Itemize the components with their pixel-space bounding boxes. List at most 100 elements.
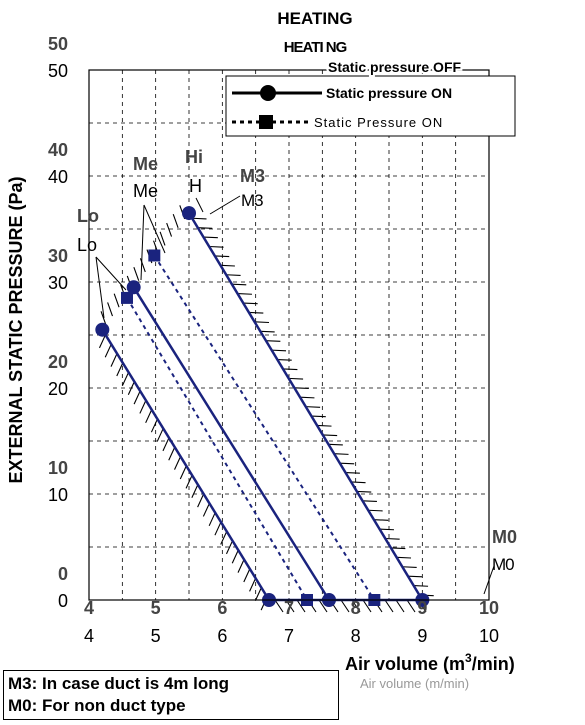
hatch-mark xyxy=(225,540,233,555)
x-tick-label: 7 xyxy=(284,626,294,646)
hatch-mark xyxy=(197,493,205,508)
series-lo_solid xyxy=(95,322,276,607)
hatch-mark xyxy=(174,456,182,470)
hatch-mark xyxy=(220,531,228,545)
series-lo_dotted xyxy=(121,291,313,606)
y-axis-label: EXTERNAL STATIC PRESSURE (Pa) xyxy=(6,176,26,483)
hatch-mark xyxy=(413,585,429,587)
hatch-mark xyxy=(356,490,372,493)
data-point-lo_dotted xyxy=(121,291,133,304)
m0-arrow xyxy=(483,565,495,595)
m3-label-bold: M3 xyxy=(240,166,265,186)
y-tick-label-bold: 30 xyxy=(48,246,68,266)
hatch-mark xyxy=(390,547,406,550)
hatch-mark xyxy=(150,418,158,433)
hatch-mark xyxy=(209,245,224,248)
y-tick-label-bold: 40 xyxy=(48,140,68,160)
hatch-mark xyxy=(139,258,146,273)
hi-arrow xyxy=(195,197,204,213)
hatch-mark xyxy=(116,362,124,377)
me-label: Me xyxy=(133,181,158,201)
hatch-mark xyxy=(362,500,377,503)
me-label-bold: Me xyxy=(133,154,158,174)
x-tick-label-bold: 9 xyxy=(417,598,427,618)
hatch-mark xyxy=(110,353,118,367)
hatch-mark xyxy=(351,481,366,484)
hatch-mark xyxy=(220,264,235,267)
x-tick-label: 6 xyxy=(217,626,227,646)
hatch-mark xyxy=(373,519,389,521)
hatch-mark xyxy=(288,377,304,380)
m3-label: M3 xyxy=(241,191,263,210)
hatch-mark xyxy=(139,400,147,414)
y-tick-label-bold: 20 xyxy=(48,352,68,372)
hatch-mark xyxy=(384,599,394,613)
series-me_solid xyxy=(126,280,336,607)
x-tick-label: 9 xyxy=(417,626,427,646)
hatch-mark xyxy=(191,484,199,498)
hatch-mark xyxy=(311,415,326,418)
legend: Static pressure OFF Static pressure ON S… xyxy=(225,57,516,137)
hatch-mark xyxy=(402,566,417,568)
hatch-mark xyxy=(271,349,287,352)
data-point-me_solid xyxy=(126,280,141,295)
hatch-mark xyxy=(407,575,423,578)
hatch-mark xyxy=(254,321,270,324)
legend-solid-label: Static pressure ON xyxy=(326,85,452,101)
x-tick-label: 10 xyxy=(479,626,499,646)
legend-header: Static pressure OFF xyxy=(328,59,461,75)
hatch-mark xyxy=(208,512,216,527)
series-me_dotted xyxy=(148,249,381,606)
hatch-mark xyxy=(294,387,309,389)
data-point-me_dotted xyxy=(148,249,161,262)
y-tick-label: 10 xyxy=(48,485,68,505)
x-tick-label-bold: 7 xyxy=(284,598,294,618)
hatch-mark xyxy=(113,293,120,308)
x-tick-label-bold: 8 xyxy=(351,598,361,618)
hatch-mark xyxy=(197,227,213,229)
hatch-mark xyxy=(339,462,355,465)
x-tick-label-bold: 4 xyxy=(84,598,94,618)
lo-arrow-1 xyxy=(95,256,105,319)
hatch-mark xyxy=(277,358,292,361)
hatch-mark xyxy=(104,343,112,358)
hatch-mark xyxy=(214,521,222,536)
series-layer xyxy=(95,206,430,607)
lo-label-bold: Lo xyxy=(77,206,99,226)
hatch-mark xyxy=(214,255,230,258)
hatch-mark xyxy=(145,409,153,424)
hatch-mark xyxy=(98,334,106,349)
hatch-mark xyxy=(162,437,170,452)
m3-arrow xyxy=(209,195,241,215)
tick-labels: 4 4 5 5 6 6 7 7 8 8 9 9 10 10 0 0 10 10 20 20 30 30 40 40 50 50 xyxy=(48,34,499,646)
x-tick-label-bold: 10 xyxy=(479,598,499,618)
hatch-mark xyxy=(202,503,210,517)
me-arrow-1 xyxy=(140,204,145,281)
m0-label-bold: M0 xyxy=(492,527,517,547)
hatch-mark xyxy=(334,453,349,455)
legend-box xyxy=(225,75,516,137)
series-line-me_dotted xyxy=(153,254,376,601)
m0-label: M0 xyxy=(492,555,514,574)
hatch-mark xyxy=(231,549,239,564)
me-arrow-2 xyxy=(143,204,166,254)
hatch-mark xyxy=(237,559,245,573)
x-axis-label-ghost: Air volume (m/min) xyxy=(360,676,469,691)
hatch-mark xyxy=(328,443,343,446)
hatch-mark xyxy=(317,424,332,427)
x-axis-label-prefix: Air volume (m xyxy=(345,654,465,674)
hatch-mark xyxy=(107,302,113,317)
hi-label-bold: Hi xyxy=(185,147,203,167)
chart-title-bold: HEATING xyxy=(277,9,352,28)
x-tick-label: 8 xyxy=(351,626,361,646)
hatch-mark xyxy=(340,599,350,613)
hatch-mark xyxy=(179,465,187,480)
hatch-mark xyxy=(133,266,140,281)
hatch-mark xyxy=(237,293,252,295)
lo-arrow-2 xyxy=(95,256,127,291)
hatch-mark xyxy=(368,509,383,512)
hatch-mark xyxy=(226,274,241,276)
hatch-mark xyxy=(122,372,130,386)
series-line-lo_dotted xyxy=(126,297,308,601)
